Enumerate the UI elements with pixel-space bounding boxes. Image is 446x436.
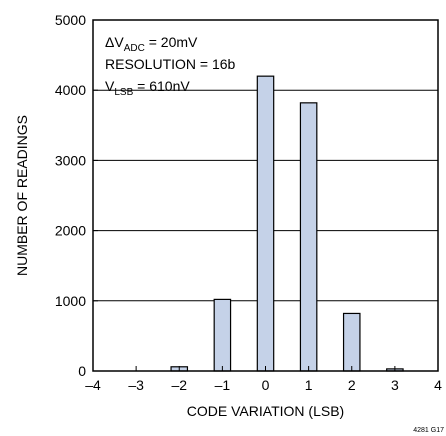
y-tick-label: 0 xyxy=(78,363,86,379)
x-tick-label: 2 xyxy=(348,377,356,393)
y-tick-label: 4000 xyxy=(55,82,86,98)
x-tick-label: 4 xyxy=(434,377,442,393)
y-axis-label: NUMBER OF READINGS xyxy=(14,115,30,276)
y-tick-label: 3000 xyxy=(55,152,86,168)
annotation-block: ΔVADC = 20mV RESOLUTION = 16b VLSB = 610nV xyxy=(105,34,236,98)
y-tick-label: 5000 xyxy=(55,12,86,28)
y-axis-ticks: 0 1000 2000 3000 4000 5000 xyxy=(55,12,98,379)
y-tick-label: 2000 xyxy=(55,223,86,239)
x-tick-label: –1 xyxy=(215,377,231,393)
annotation-line: ΔVADC = 20mV xyxy=(105,34,198,54)
figure-id: 4281 G17 xyxy=(413,427,444,434)
bars xyxy=(170,75,404,372)
x-axis-label: CODE VARIATION (LSB) xyxy=(187,403,344,419)
bar xyxy=(256,75,275,372)
annotation-line: RESOLUTION = 16b xyxy=(105,56,236,72)
bar xyxy=(213,298,232,372)
bar xyxy=(299,102,318,372)
x-axis-ticks: –4 –3 –2 –1 0 1 2 3 4 xyxy=(85,366,442,393)
x-tick-label: 0 xyxy=(262,377,270,393)
x-tick-label: –2 xyxy=(171,377,187,393)
x-tick-label: –3 xyxy=(128,377,144,393)
x-tick-label: 3 xyxy=(391,377,399,393)
annotation-line: VLSB = 610nV xyxy=(105,78,190,98)
x-tick-label: 1 xyxy=(305,377,313,393)
y-tick-label: 1000 xyxy=(55,293,86,309)
bar xyxy=(342,312,361,372)
x-tick-label: –4 xyxy=(85,377,101,393)
